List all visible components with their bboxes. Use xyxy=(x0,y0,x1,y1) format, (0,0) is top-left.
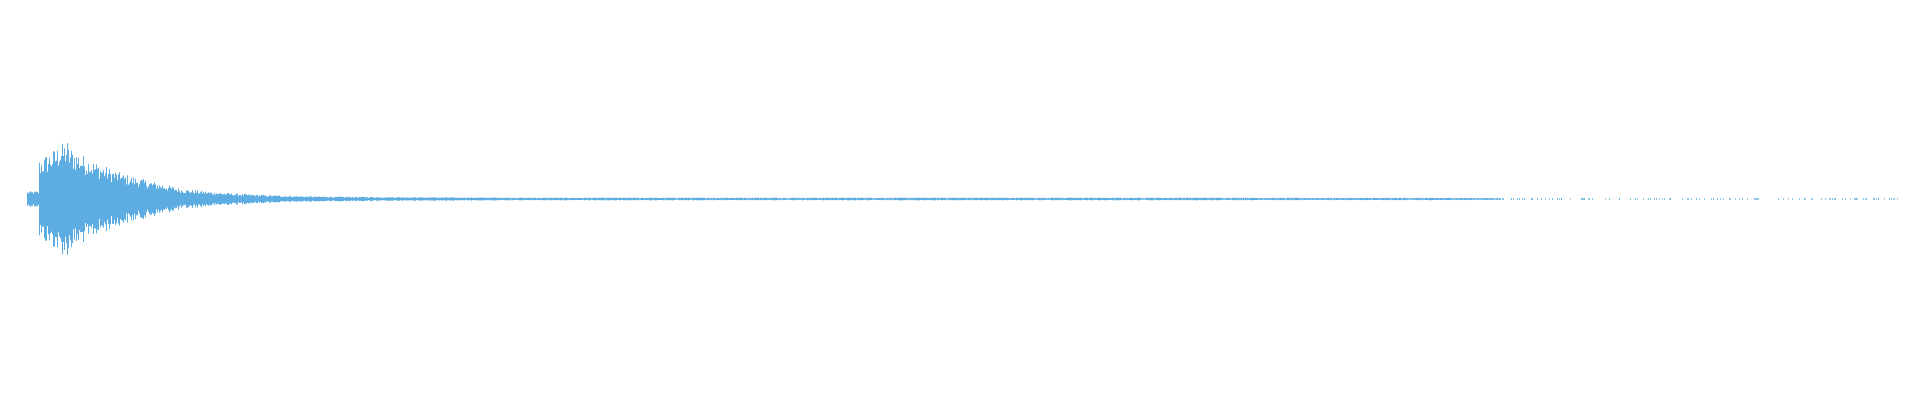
waveform-segment xyxy=(713,197,745,201)
waveform-segment xyxy=(27,150,59,248)
waveform-segment xyxy=(1087,197,1119,201)
waveform-segment xyxy=(245,194,277,204)
waveform-segment xyxy=(1149,197,1181,201)
waveform-segment xyxy=(1648,198,1671,200)
waveform-segment xyxy=(557,197,589,201)
waveform-segment xyxy=(588,197,620,201)
waveform-segment xyxy=(744,197,776,201)
waveform-segment xyxy=(650,197,682,201)
waveform-segment xyxy=(370,196,402,202)
waveform-segment xyxy=(1492,198,1523,200)
waveform-segment xyxy=(868,197,901,201)
waveform-segment xyxy=(120,175,152,223)
waveform-segment xyxy=(1180,197,1212,201)
waveform-segment xyxy=(89,164,121,234)
waveform-segment xyxy=(1399,197,1431,201)
waveform-segment xyxy=(1461,197,1493,201)
waveform-segment xyxy=(1524,198,1553,200)
waveform-segment xyxy=(463,197,495,201)
waveform-segment xyxy=(1866,198,1898,200)
waveform-segment xyxy=(1588,198,1610,200)
waveform-segment xyxy=(1367,197,1400,201)
waveform-segment xyxy=(1835,198,1867,200)
waveform-segment xyxy=(931,197,963,201)
waveform-segment xyxy=(214,193,246,205)
waveform-segment xyxy=(900,197,932,201)
waveform-segment xyxy=(1804,198,1836,200)
waveform-segment xyxy=(494,197,526,201)
waveform-segment xyxy=(619,197,651,201)
waveform-segment xyxy=(1024,197,1057,201)
waveform-segment xyxy=(401,197,433,201)
waveform-segment xyxy=(1336,197,1368,201)
waveform-segment xyxy=(1619,198,1644,200)
waveform xyxy=(27,143,1898,255)
waveform-segment xyxy=(182,190,215,208)
waveform-segment xyxy=(1305,197,1337,201)
waveform-segment xyxy=(151,182,183,216)
waveform-segment xyxy=(1243,197,1275,201)
waveform-segment xyxy=(1056,197,1088,201)
waveform-segment xyxy=(307,196,339,202)
waveform-segment xyxy=(1274,197,1306,201)
waveform-segment xyxy=(806,197,838,201)
waveform-segment xyxy=(837,197,869,201)
waveform-segment xyxy=(1557,198,1585,200)
waveform-segment xyxy=(1742,198,1759,200)
waveform-segment xyxy=(775,197,807,201)
waveform-segment xyxy=(1711,198,1743,200)
waveform-segment xyxy=(432,197,464,201)
waveform-segment xyxy=(1118,197,1150,201)
waveform-segment xyxy=(993,197,1025,201)
waveform-segment xyxy=(1211,197,1244,201)
waveform-segment xyxy=(525,197,558,201)
waveform-segment xyxy=(58,143,90,255)
waveform-segment xyxy=(1430,197,1462,201)
waveform-segment xyxy=(338,196,371,202)
waveform-segment xyxy=(962,197,994,201)
waveform-segment xyxy=(1778,198,1800,200)
waveform-segment xyxy=(1682,198,1705,200)
waveform-segment xyxy=(276,195,308,203)
waveform-segment xyxy=(681,197,714,201)
